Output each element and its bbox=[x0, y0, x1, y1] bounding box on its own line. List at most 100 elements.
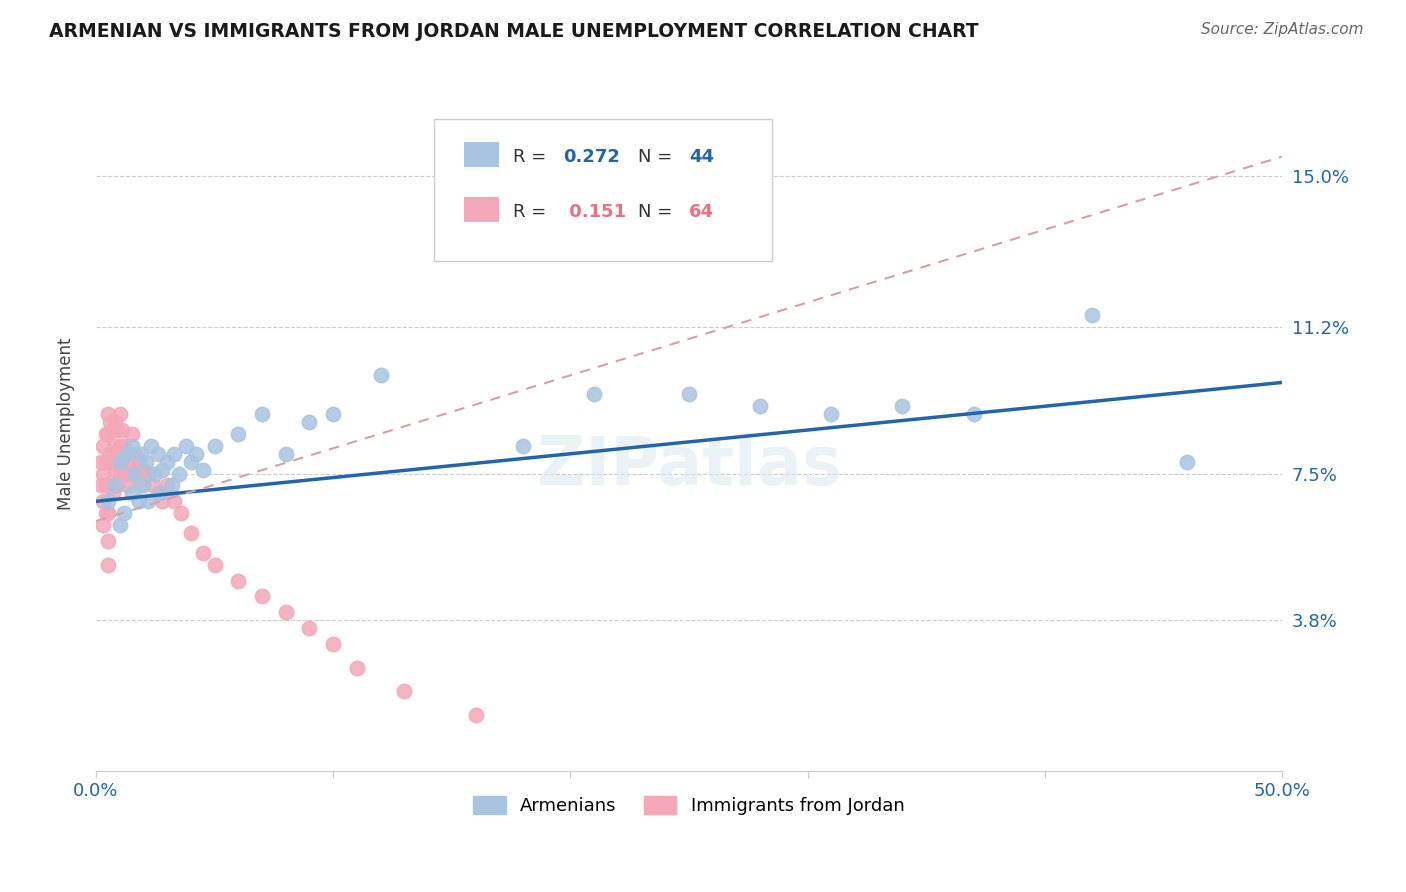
Point bbox=[136, 494, 159, 508]
Point bbox=[250, 590, 273, 604]
Point bbox=[114, 467, 136, 481]
Point bbox=[115, 447, 138, 461]
Point bbox=[121, 427, 143, 442]
Text: R =: R = bbox=[513, 202, 553, 220]
Point bbox=[114, 439, 136, 453]
Point bbox=[512, 439, 534, 453]
Text: 0.151: 0.151 bbox=[564, 202, 627, 220]
Point bbox=[678, 387, 700, 401]
Point bbox=[163, 494, 186, 508]
Point bbox=[132, 478, 155, 492]
Point bbox=[143, 467, 166, 481]
Point bbox=[250, 407, 273, 421]
Point bbox=[105, 423, 128, 437]
Point bbox=[97, 533, 120, 548]
Text: ARMENIAN VS IMMIGRANTS FROM JORDAN MALE UNEMPLOYMENT CORRELATION CHART: ARMENIAN VS IMMIGRANTS FROM JORDAN MALE … bbox=[49, 22, 979, 41]
Point bbox=[90, 455, 112, 469]
Point bbox=[152, 462, 174, 476]
FancyBboxPatch shape bbox=[464, 197, 499, 222]
Point bbox=[136, 467, 159, 481]
Point bbox=[132, 462, 155, 476]
Point bbox=[160, 478, 183, 492]
Point bbox=[1175, 455, 1198, 469]
Point bbox=[94, 455, 117, 469]
Point bbox=[111, 423, 134, 437]
Point bbox=[191, 546, 214, 560]
Point bbox=[142, 478, 165, 492]
Point bbox=[139, 439, 162, 453]
Point bbox=[121, 486, 143, 500]
Point bbox=[135, 455, 157, 469]
Point bbox=[180, 526, 202, 541]
Point bbox=[114, 506, 136, 520]
Point bbox=[228, 574, 250, 588]
Point bbox=[370, 368, 392, 382]
Point bbox=[152, 494, 174, 508]
Point bbox=[204, 439, 226, 453]
Point bbox=[464, 708, 486, 723]
Point bbox=[94, 506, 117, 520]
Point bbox=[583, 387, 606, 401]
FancyBboxPatch shape bbox=[434, 119, 772, 261]
Point bbox=[97, 558, 120, 572]
Point bbox=[108, 467, 131, 481]
Point bbox=[91, 518, 114, 533]
Point bbox=[394, 684, 416, 698]
Point bbox=[91, 467, 114, 481]
Legend: Armenians, Immigrants from Jordan: Armenians, Immigrants from Jordan bbox=[464, 787, 914, 824]
Point bbox=[749, 399, 772, 413]
Point bbox=[105, 447, 128, 461]
Point bbox=[101, 423, 124, 437]
Point bbox=[97, 427, 120, 442]
Point bbox=[121, 439, 143, 453]
Text: R =: R = bbox=[513, 147, 553, 166]
Point bbox=[97, 455, 120, 469]
Text: Source: ZipAtlas.com: Source: ZipAtlas.com bbox=[1201, 22, 1364, 37]
Point bbox=[167, 467, 190, 481]
Point bbox=[146, 447, 169, 461]
Point bbox=[101, 455, 124, 469]
Point bbox=[121, 467, 143, 481]
Point bbox=[274, 605, 297, 619]
Point bbox=[98, 447, 121, 461]
Point bbox=[174, 439, 197, 453]
Point bbox=[180, 455, 202, 469]
Point bbox=[298, 621, 321, 635]
Point bbox=[104, 415, 127, 429]
Point bbox=[97, 407, 120, 421]
Point bbox=[820, 407, 842, 421]
Y-axis label: Male Unemployment: Male Unemployment bbox=[58, 338, 75, 510]
Point bbox=[298, 415, 321, 429]
Point bbox=[156, 478, 179, 492]
Point bbox=[322, 407, 344, 421]
Point bbox=[122, 447, 145, 461]
Point bbox=[98, 478, 121, 492]
Point bbox=[104, 478, 127, 492]
Text: N =: N = bbox=[638, 202, 678, 220]
Point bbox=[149, 486, 172, 500]
Point bbox=[97, 478, 120, 492]
Point bbox=[108, 439, 131, 453]
FancyBboxPatch shape bbox=[464, 142, 499, 167]
Point bbox=[962, 407, 984, 421]
Point bbox=[115, 478, 138, 492]
Point bbox=[891, 399, 914, 413]
Point bbox=[346, 661, 368, 675]
Point bbox=[322, 637, 344, 651]
Point bbox=[105, 478, 128, 492]
Point bbox=[104, 439, 127, 453]
Point bbox=[146, 486, 169, 500]
Point bbox=[128, 455, 150, 469]
Point bbox=[184, 447, 207, 461]
Point bbox=[118, 455, 141, 469]
Point bbox=[104, 467, 127, 481]
Point bbox=[94, 427, 117, 442]
Point bbox=[156, 455, 179, 469]
Point bbox=[98, 415, 121, 429]
Point bbox=[115, 447, 138, 461]
Point bbox=[90, 478, 112, 492]
Point bbox=[274, 447, 297, 461]
Point bbox=[122, 467, 145, 481]
Point bbox=[440, 217, 463, 231]
Point bbox=[101, 486, 124, 500]
